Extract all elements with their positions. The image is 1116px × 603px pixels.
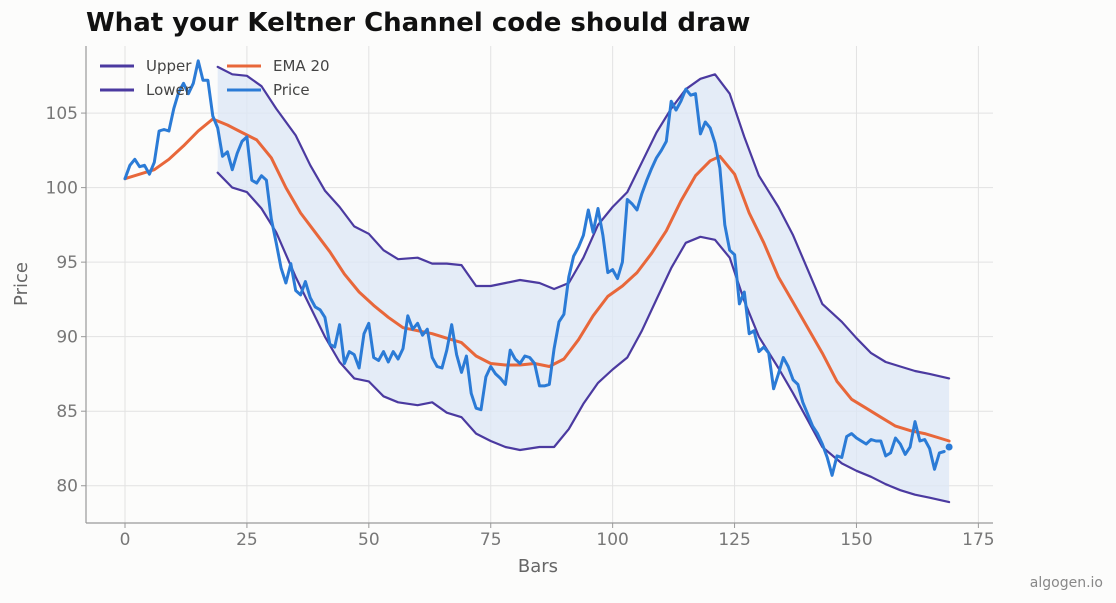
series-layer: [123, 59, 953, 504]
channel-fill-layer: [217, 66, 950, 503]
footer-watermark: algogen.io: [1030, 575, 1103, 591]
x-tick-label: 150: [840, 530, 872, 550]
channel-fill: [217, 66, 950, 503]
x-tick-label: 0: [120, 530, 131, 550]
tick-labels: 0 25 50 75 100 125 150 175 80 85 90 95 100 105: [46, 104, 995, 550]
y-tick-label: 100: [46, 179, 78, 199]
x-tick-label: 175: [962, 530, 994, 550]
y-tick-label: 95: [56, 253, 78, 273]
y-tick-label: 90: [56, 328, 78, 348]
last-price-marker: [945, 443, 953, 451]
y-axis-label: Price: [11, 262, 32, 306]
x-tick-label: 50: [358, 530, 380, 550]
legend-label-price: Price: [273, 81, 310, 99]
legend-label-lower: Lower: [146, 81, 192, 99]
y-tick-label: 80: [56, 477, 78, 497]
x-tick-label: 125: [718, 530, 750, 550]
y-tick-label: 85: [56, 402, 78, 422]
legend-label-upper: Upper: [146, 57, 192, 75]
chart-title: What your Keltner Channel code should dr…: [86, 8, 750, 38]
x-axis-label: Bars: [518, 556, 558, 577]
legend-label-ema-20: EMA 20: [273, 57, 330, 75]
ema-20-line: [123, 117, 951, 443]
price-line: [123, 59, 946, 477]
legend: Upper Lower EMA 20 Price: [100, 57, 330, 99]
x-tick-label: 100: [596, 530, 628, 550]
x-tick-label: 75: [480, 530, 502, 550]
axes: [81, 46, 993, 528]
upper-band-line: [216, 65, 951, 380]
y-tick-label: 105: [46, 104, 78, 124]
x-tick-label: 25: [236, 530, 258, 550]
